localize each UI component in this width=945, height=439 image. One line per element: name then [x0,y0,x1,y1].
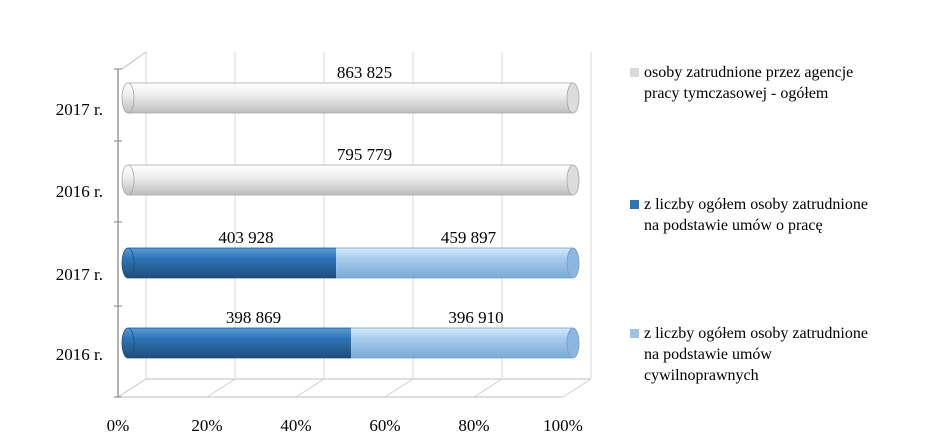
floor-gridline [117,378,147,398]
data-label: 863 825 [337,63,392,82]
bars [121,82,580,359]
legend-swatch [630,200,639,209]
legend-label: na podstawie umów [644,346,772,363]
bar-segment [351,328,573,358]
data-label: 459 897 [441,228,497,247]
legend-label: na podstawie umów o pracę [644,217,823,234]
legend-label: osoby zatrudnione przez agencje [644,64,854,81]
bar-start-cap [121,247,135,279]
wall-top-edge [121,51,147,70]
legend-item: z liczby ogółem osoby zatrudnione na pods… [630,194,930,236]
bar-end-cap [566,247,580,279]
bar-start-cap [121,327,135,359]
data-label: 396 910 [448,308,503,327]
bar-segment [336,248,573,278]
legend-swatch [630,68,639,77]
bar-segment [128,248,337,278]
legend-swatch [630,329,639,338]
category-label: 2017 r. [56,265,103,284]
x-tick-label: 60% [369,416,400,435]
data-label: 795 779 [337,145,392,164]
floor-gridline [206,378,236,398]
bar-segment [128,328,352,358]
axes: 0% 20% 40% 60% 80% 100% 2016 r. 2017 r. 2016 r. 2… [56,68,583,435]
legend-label: z liczby ogółem osoby zatrudnione [644,325,868,342]
data-labels: 398 869 396 910 403 928 459 897 795 779 863 8… [218,63,503,327]
legend-item: osoby zatrudnione przez agencje pracy tym… [630,62,930,104]
legend-label: cywilnoprawnych [644,367,759,384]
floor-gridline [384,378,414,398]
x-tick-label: 20% [191,416,222,435]
category-label: 2017 r. [56,100,103,119]
bar-start-cap [121,82,135,114]
data-label: 398 869 [226,308,281,327]
bar-end-cap [566,164,580,196]
floor-gridline [562,378,592,398]
x-tick-label: 80% [458,416,489,435]
legend-label: z liczby ogółem osoby zatrudnione [644,196,868,213]
category-label: 2016 r. [56,182,103,201]
bar-segment [128,165,573,195]
x-tick-label: 0% [107,416,130,435]
legend-label: pracy tymczasowej - ogółem [644,85,829,102]
x-tick-label: 40% [280,416,311,435]
legend-item: z liczby ogółem osoby zatrudnione na pods… [630,323,930,386]
bar-segment [128,83,573,113]
bar-start-cap [121,164,135,196]
data-label: 403 928 [218,228,273,247]
floor-gridline [295,378,325,398]
bar-end-cap [566,82,580,114]
x-tick-label: 100% [543,416,583,435]
floor-edge [117,378,591,398]
floor-gridline [473,378,503,398]
bar-end-cap [566,327,580,359]
category-label: 2016 r. [56,345,103,364]
